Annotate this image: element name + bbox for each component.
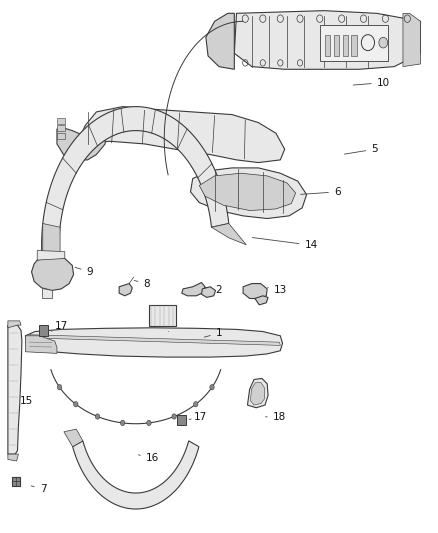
Text: 15: 15: [20, 396, 33, 406]
Polygon shape: [8, 454, 18, 461]
Circle shape: [147, 420, 151, 425]
Bar: [177, 415, 186, 425]
Polygon shape: [42, 107, 229, 267]
Text: 8: 8: [134, 279, 150, 288]
Text: 13: 13: [268, 286, 287, 295]
Polygon shape: [64, 429, 83, 447]
Polygon shape: [81, 107, 285, 163]
Bar: [57, 133, 65, 139]
Bar: [12, 477, 20, 486]
Polygon shape: [247, 378, 268, 408]
Polygon shape: [251, 383, 265, 405]
Text: 7: 7: [31, 484, 46, 494]
Polygon shape: [8, 325, 22, 454]
Text: 9: 9: [75, 267, 93, 277]
Text: 5: 5: [344, 144, 378, 154]
Bar: [39, 325, 48, 336]
Polygon shape: [234, 11, 420, 69]
Bar: [57, 118, 65, 124]
Circle shape: [95, 414, 100, 419]
Circle shape: [57, 385, 62, 390]
Text: 4: 4: [384, 17, 406, 31]
Text: 16: 16: [138, 454, 159, 463]
Polygon shape: [25, 336, 57, 353]
Bar: [343, 35, 348, 56]
Bar: [351, 35, 357, 56]
Polygon shape: [37, 251, 65, 260]
Text: 3: 3: [166, 316, 173, 332]
Polygon shape: [201, 287, 215, 297]
Text: 18: 18: [265, 412, 286, 422]
Polygon shape: [25, 328, 283, 357]
Polygon shape: [32, 257, 74, 290]
Text: 10: 10: [353, 78, 390, 87]
Polygon shape: [403, 13, 420, 67]
Bar: [149, 305, 176, 326]
Circle shape: [210, 385, 214, 390]
Circle shape: [172, 414, 176, 419]
Polygon shape: [30, 335, 280, 345]
Polygon shape: [73, 441, 199, 509]
Polygon shape: [199, 173, 296, 211]
Polygon shape: [206, 13, 234, 69]
Circle shape: [120, 420, 125, 425]
Polygon shape: [43, 223, 60, 267]
Polygon shape: [42, 288, 52, 298]
Polygon shape: [182, 282, 205, 296]
Polygon shape: [212, 223, 246, 245]
Text: 17: 17: [189, 412, 207, 422]
Bar: [334, 35, 339, 56]
Text: 1: 1: [204, 328, 223, 338]
Bar: [325, 35, 330, 56]
Polygon shape: [8, 321, 21, 328]
Text: 14: 14: [252, 238, 318, 250]
Polygon shape: [243, 284, 267, 298]
Polygon shape: [255, 296, 268, 305]
Circle shape: [194, 401, 198, 407]
Polygon shape: [119, 284, 132, 296]
Circle shape: [379, 37, 388, 48]
Bar: [57, 125, 65, 131]
FancyBboxPatch shape: [320, 25, 388, 61]
Polygon shape: [191, 168, 307, 219]
Text: 17: 17: [52, 321, 68, 332]
Text: 2: 2: [204, 286, 222, 295]
Text: 6: 6: [300, 187, 341, 197]
Polygon shape: [57, 128, 105, 160]
Circle shape: [74, 401, 78, 407]
